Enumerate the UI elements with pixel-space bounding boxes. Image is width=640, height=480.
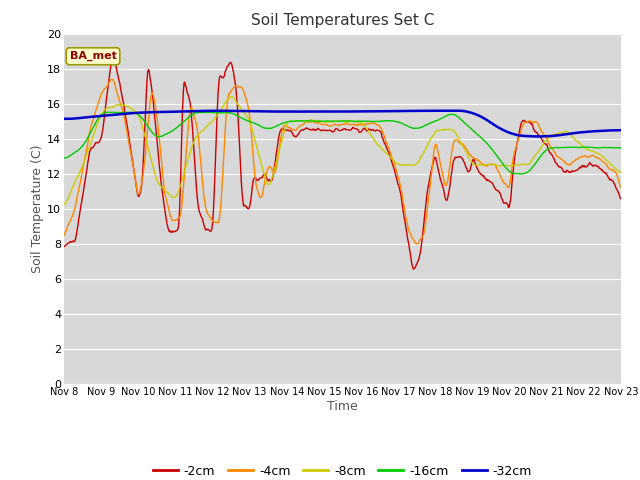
- -4cm: [185, 118, 193, 124]
- -32cm: [451, 108, 459, 113]
- -8cm: [184, 156, 192, 162]
- -4cm: [60, 232, 68, 238]
- -8cm: [228, 94, 236, 100]
- -4cm: [214, 220, 222, 226]
- -2cm: [70, 239, 78, 245]
- Legend: -2cm, -4cm, -8cm, -16cm, -32cm: -2cm, -4cm, -8cm, -16cm, -32cm: [148, 460, 537, 480]
- -32cm: [127, 110, 135, 116]
- -16cm: [60, 155, 68, 161]
- -4cm: [413, 241, 421, 247]
- -4cm: [617, 184, 625, 190]
- -16cm: [428, 120, 435, 126]
- -8cm: [428, 135, 435, 141]
- -16cm: [518, 171, 525, 177]
- -2cm: [617, 196, 625, 202]
- -8cm: [70, 181, 78, 187]
- Line: -16cm: -16cm: [64, 112, 621, 174]
- Text: BA_met: BA_met: [70, 51, 116, 61]
- -2cm: [128, 156, 136, 161]
- -32cm: [617, 127, 625, 133]
- Y-axis label: Soil Temperature (C): Soil Temperature (C): [31, 144, 44, 273]
- -8cm: [411, 162, 419, 168]
- -8cm: [127, 106, 135, 111]
- -32cm: [70, 116, 78, 121]
- -16cm: [70, 150, 78, 156]
- -32cm: [410, 108, 418, 114]
- -2cm: [185, 93, 193, 99]
- -4cm: [128, 158, 136, 164]
- -16cm: [185, 114, 193, 120]
- -32cm: [534, 133, 542, 139]
- -32cm: [184, 108, 192, 114]
- -32cm: [60, 116, 68, 122]
- Line: -4cm: -4cm: [64, 79, 621, 244]
- Line: -32cm: -32cm: [64, 110, 621, 136]
- -16cm: [411, 125, 419, 131]
- -2cm: [410, 266, 417, 272]
- -8cm: [214, 112, 221, 118]
- -2cm: [214, 90, 222, 96]
- -32cm: [426, 108, 434, 114]
- -2cm: [412, 264, 419, 270]
- -4cm: [108, 76, 115, 82]
- X-axis label: Time: Time: [327, 399, 358, 412]
- Line: -2cm: -2cm: [64, 56, 621, 269]
- -16cm: [106, 109, 113, 115]
- -4cm: [411, 239, 419, 245]
- -16cm: [214, 110, 222, 116]
- -2cm: [428, 165, 436, 170]
- -32cm: [214, 108, 221, 114]
- -4cm: [428, 167, 436, 173]
- -4cm: [70, 208, 78, 214]
- -16cm: [617, 145, 625, 151]
- -2cm: [60, 244, 68, 250]
- -8cm: [617, 169, 625, 175]
- -2cm: [109, 53, 117, 59]
- -16cm: [128, 109, 136, 115]
- Title: Soil Temperatures Set C: Soil Temperatures Set C: [251, 13, 434, 28]
- -8cm: [60, 201, 68, 207]
- Line: -8cm: -8cm: [64, 97, 621, 204]
